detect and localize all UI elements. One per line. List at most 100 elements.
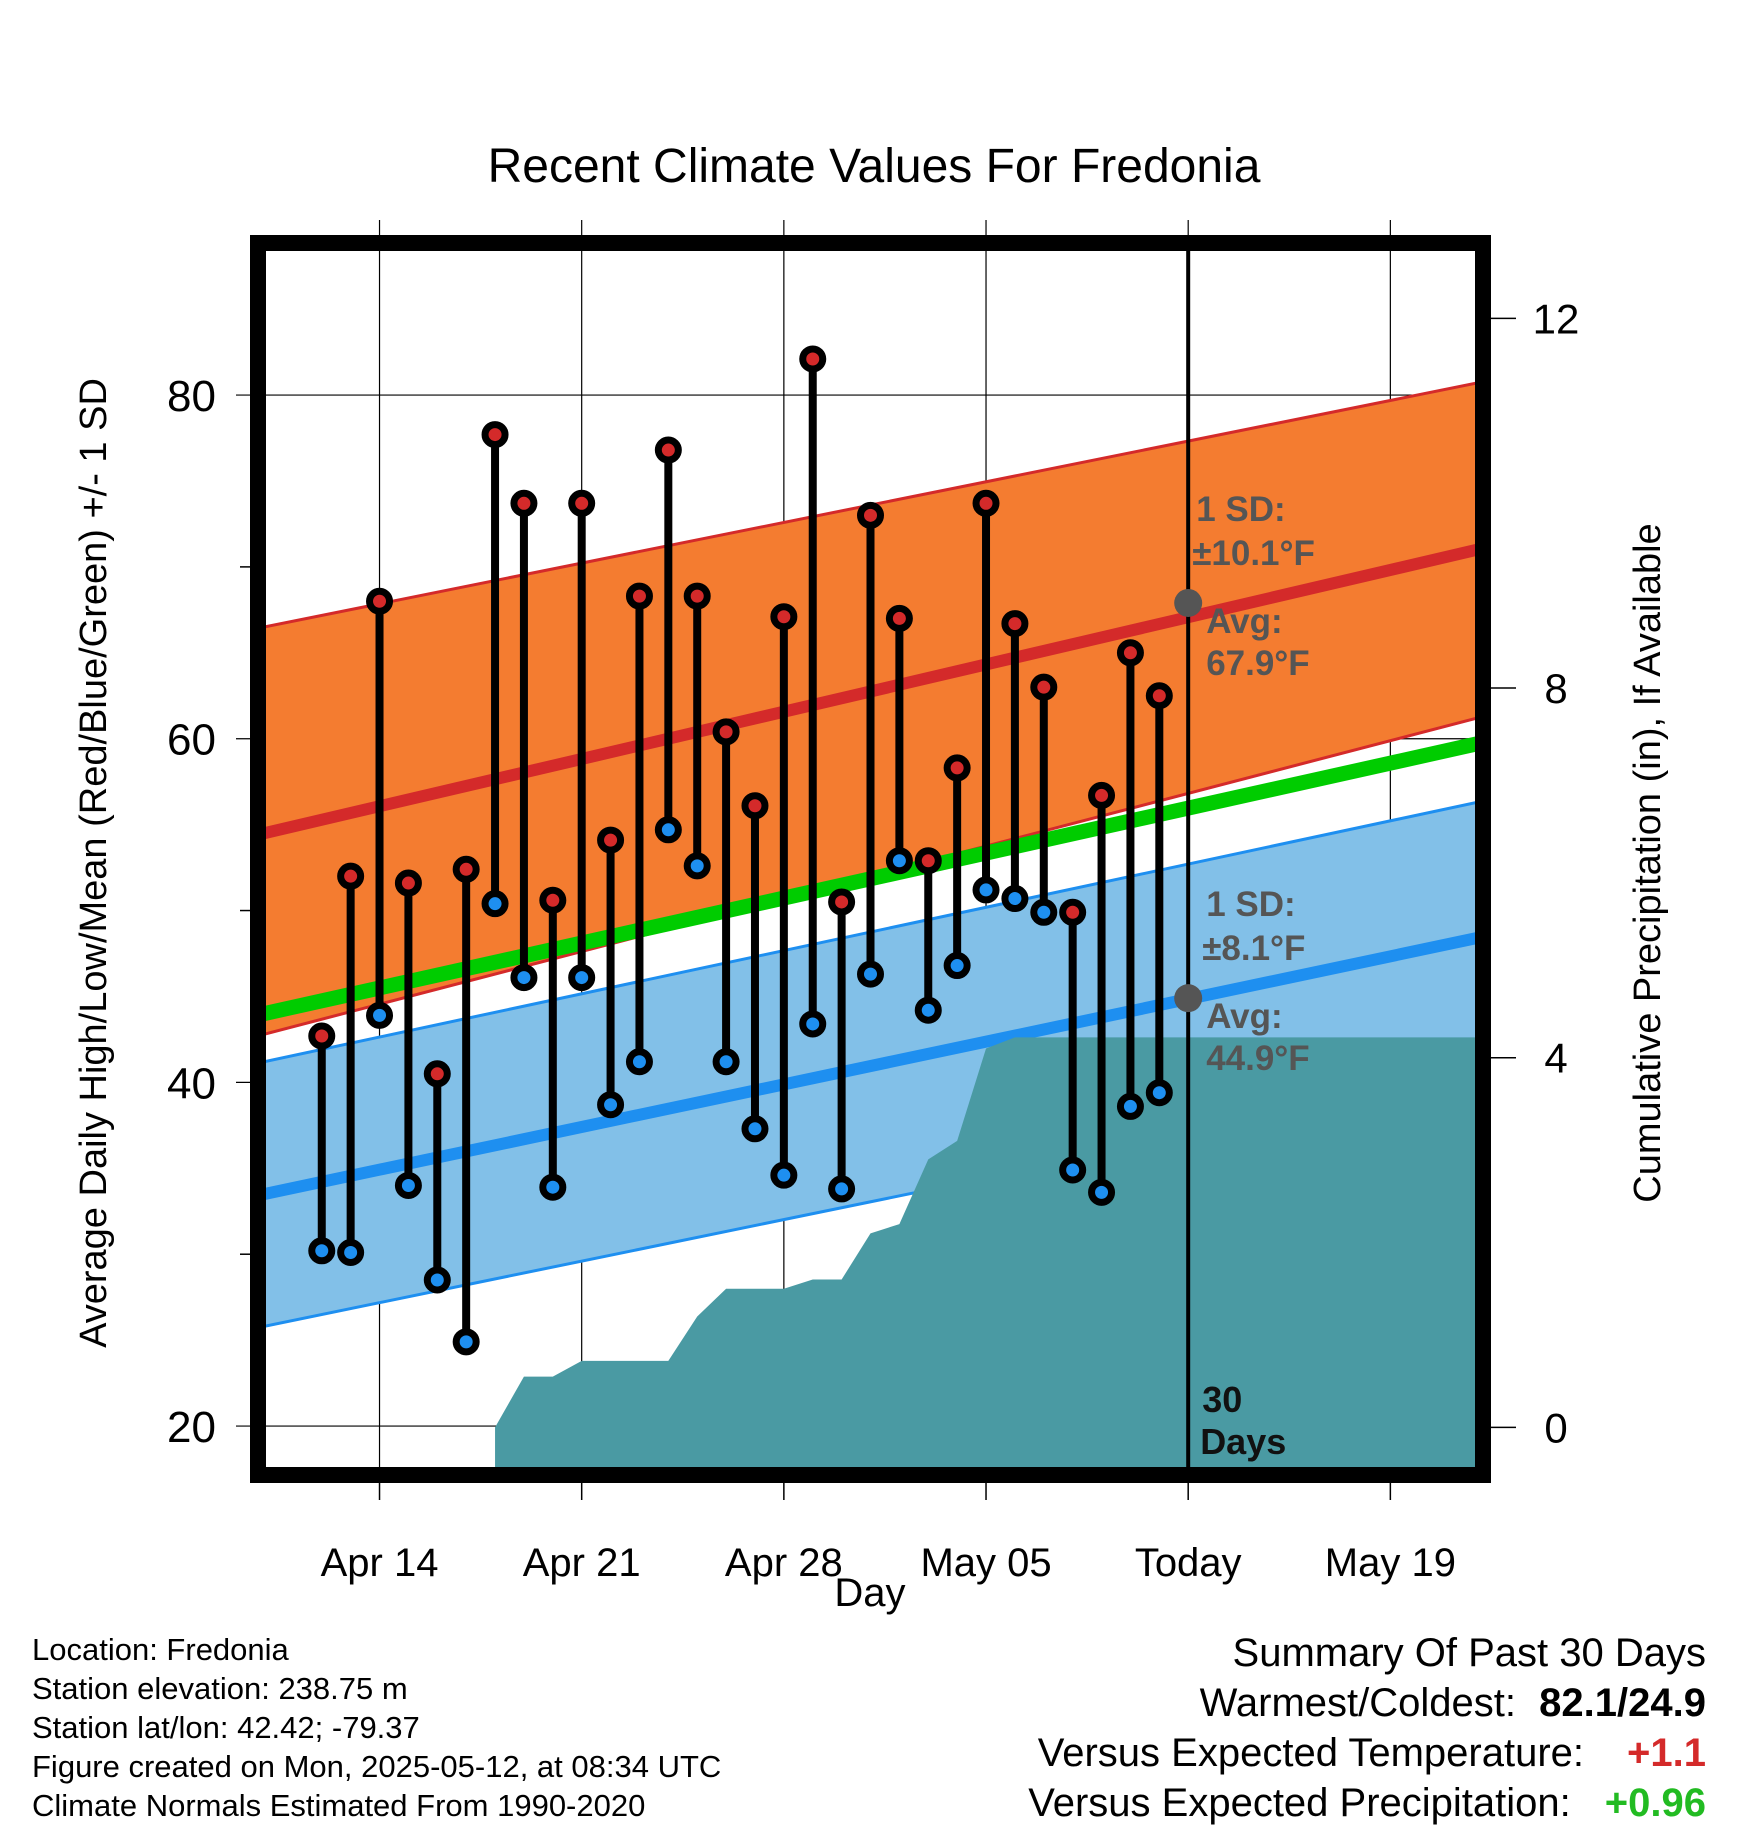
high-point (770, 603, 798, 631)
x-tick-label: May 19 (1325, 1541, 1456, 1585)
precipitation-label: Versus Expected Precipitation: (1028, 1781, 1571, 1825)
low-point (510, 964, 538, 992)
low-point (1030, 898, 1058, 926)
high-point (308, 1022, 336, 1050)
warmest-coldest-value: 82.1/24.9 (1539, 1681, 1706, 1725)
high-point (394, 869, 422, 897)
latlon-text: Station lat/lon: 42.42; -79.37 (32, 1710, 420, 1745)
plot-frame (250, 235, 1491, 1483)
high-avg-marker (1174, 588, 1203, 617)
y-tick-label: 60 (167, 716, 216, 765)
high-sd-value: ±10.1°F (1192, 534, 1315, 573)
low-point (452, 1328, 480, 1356)
y2-tick-label: 12 (1533, 295, 1580, 342)
chart-title: Recent Climate Values For Fredonia (488, 140, 1261, 193)
y2-tick-label: 0 (1544, 1404, 1567, 1451)
y-tick-label: 20 (167, 1403, 216, 1452)
low-point (423, 1266, 451, 1294)
low-point (366, 1001, 394, 1029)
low-point (799, 1010, 827, 1038)
summary-panel: Summary Of Past 30 Days Warmest/Coldest:… (1028, 1628, 1706, 1828)
low-point (943, 952, 971, 980)
x-axis-label: Day (834, 1571, 905, 1615)
low-point (741, 1115, 769, 1143)
y-tick-label: 40 (167, 1059, 216, 1108)
low-point (337, 1238, 365, 1266)
period-label: 30 (1202, 1379, 1242, 1420)
high-point (654, 436, 682, 464)
low-point (828, 1175, 856, 1203)
high-sd-label: 1 SD: (1196, 490, 1285, 529)
station-info: Location: Fredonia Station elevation: 23… (32, 1630, 721, 1825)
high-point (712, 718, 740, 746)
low-point (654, 816, 682, 844)
summary-warmest-coldest: Warmest/Coldest: 82.1/24.9 (1028, 1678, 1706, 1728)
high-point (972, 489, 1000, 517)
low-avg-label: Avg: (1206, 997, 1282, 1036)
summary-precipitation: Versus Expected Precipitation: +0.96 (1028, 1778, 1706, 1828)
high-point (683, 582, 711, 610)
high-point (510, 489, 538, 517)
low-point (914, 996, 942, 1024)
low-point (1001, 885, 1029, 913)
y2-tick-label: 8 (1544, 665, 1567, 712)
high-point (1001, 610, 1029, 638)
high-point (539, 886, 567, 914)
x-tick-label: Apr 28 (725, 1541, 843, 1585)
low-point (770, 1161, 798, 1189)
high-point (799, 345, 827, 373)
high-point (481, 421, 509, 449)
low-point (568, 964, 596, 992)
low-point (885, 847, 913, 875)
location-text: Location: Fredonia (32, 1632, 289, 1667)
y-axis-label: Average Daily High/Low/Mean (Red/Blue/Gr… (73, 378, 115, 1348)
precip-area (495, 1037, 1477, 1469)
low-avg-value: 44.9°F (1206, 1039, 1310, 1078)
high-point (452, 855, 480, 883)
low-sd-label: 1 SD: (1206, 885, 1295, 924)
axes: 20 40 60 80 0 4 8 12 Apr 14 Apr 21 Apr 28 May 05 Tod… (167, 295, 1579, 1585)
high-point (857, 501, 884, 529)
y2-axis-label: Cumulative Precipitation (in), If Availa… (1627, 523, 1669, 1202)
high-point (1030, 673, 1058, 701)
low-point (972, 876, 1000, 904)
temperature-label: Versus Expected Temperature: (1037, 1731, 1584, 1775)
high-point (337, 862, 365, 890)
temperature-marks (308, 345, 1173, 1356)
high-point (943, 754, 971, 782)
high-point (1088, 781, 1116, 809)
low-avg-marker (1174, 984, 1203, 1013)
low-point (1116, 1092, 1144, 1120)
high-point (568, 489, 596, 517)
high-point (423, 1060, 451, 1088)
elevation-text: Station elevation: 238.75 m (32, 1671, 408, 1706)
high-point (914, 847, 942, 875)
low-point (1145, 1079, 1173, 1107)
y-tick-label: 80 (167, 372, 216, 421)
temperature-value: +1.1 (1627, 1731, 1706, 1775)
low-point (308, 1237, 336, 1265)
climate-chart: Recent Climate Values For Fredonia 30Day… (73, 140, 1669, 1615)
x-tick-label: Apr 14 (321, 1541, 439, 1585)
warmest-coldest-label: Warmest/Coldest: (1199, 1681, 1516, 1725)
low-sd-value: ±8.1°F (1202, 929, 1305, 968)
high-point (828, 888, 856, 916)
low-point (857, 960, 884, 988)
high-point (741, 792, 769, 820)
low-point (1088, 1178, 1116, 1206)
x-tick-label: May 05 (920, 1541, 1051, 1585)
low-point (712, 1048, 740, 1076)
low-point (539, 1173, 567, 1201)
high-point (885, 604, 913, 632)
high-point (1145, 682, 1173, 710)
low-point (481, 890, 509, 918)
normals-text: Climate Normals Estimated From 1990-2020 (32, 1788, 646, 1823)
created-text: Figure created on Mon, 2025-05-12, at 08… (32, 1749, 722, 1784)
low-point (597, 1091, 625, 1119)
high-point (597, 826, 625, 854)
low-point (394, 1171, 422, 1199)
x-tick-label: Apr 21 (523, 1541, 641, 1585)
high-point (1116, 639, 1144, 667)
